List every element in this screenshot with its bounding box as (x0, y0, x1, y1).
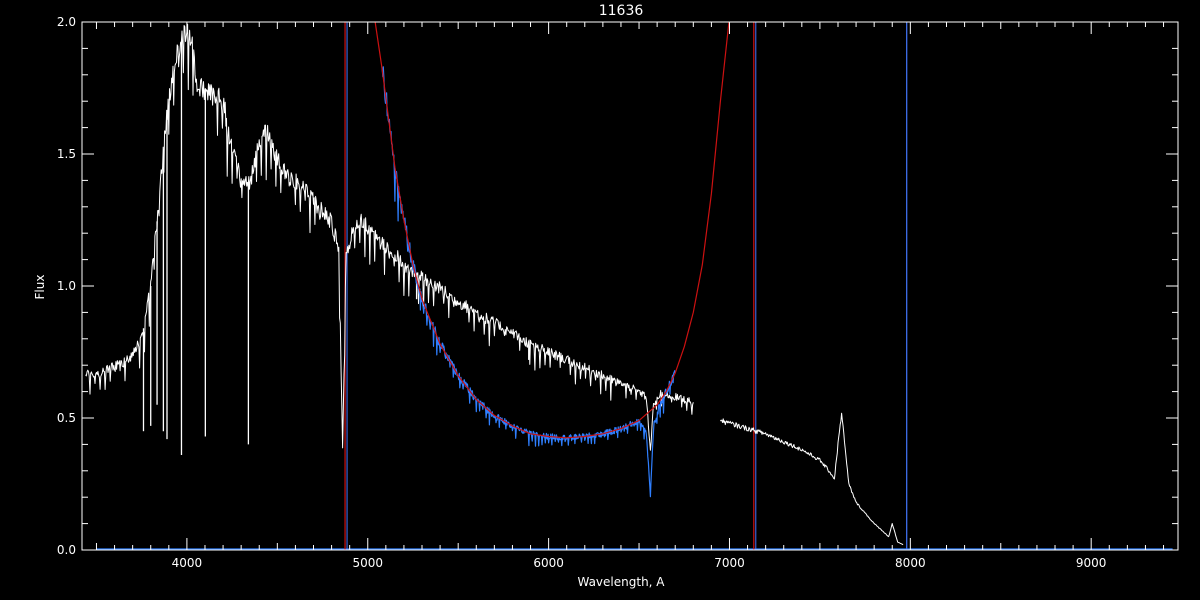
x-tick-label: 9000 (1076, 556, 1107, 570)
y-tick-label: 1.5 (57, 147, 76, 161)
spectrum-red-segment-line (719, 412, 904, 546)
plot-clip-group (85, 22, 1173, 550)
x-axis-label: Wavelength, A (577, 575, 665, 589)
x-tick-label: 8000 (895, 556, 926, 570)
x-tick-label: 7000 (714, 556, 745, 570)
axes: 4000 5000 6000 7000 8000 9000 0.0 0.5 1.0 1.5 2.0 (57, 15, 1179, 570)
y-tick-label: 1.0 (57, 279, 76, 293)
plot-area (85, 22, 1173, 550)
y-tick-label: 2.0 (57, 15, 76, 29)
x-tick-label: 4000 (172, 556, 203, 570)
spectrum-line (85, 23, 694, 451)
x-tick-label: 6000 (533, 556, 564, 570)
model-line (374, 22, 730, 439)
x-tick-label: 5000 (352, 556, 383, 570)
y-tick-label: 0.0 (57, 543, 76, 557)
y-tick-label: 0.5 (57, 411, 76, 425)
chart-title: 11636 (599, 3, 644, 19)
observed-ratio-line (381, 66, 676, 498)
y-axis-label: Flux (33, 275, 47, 300)
